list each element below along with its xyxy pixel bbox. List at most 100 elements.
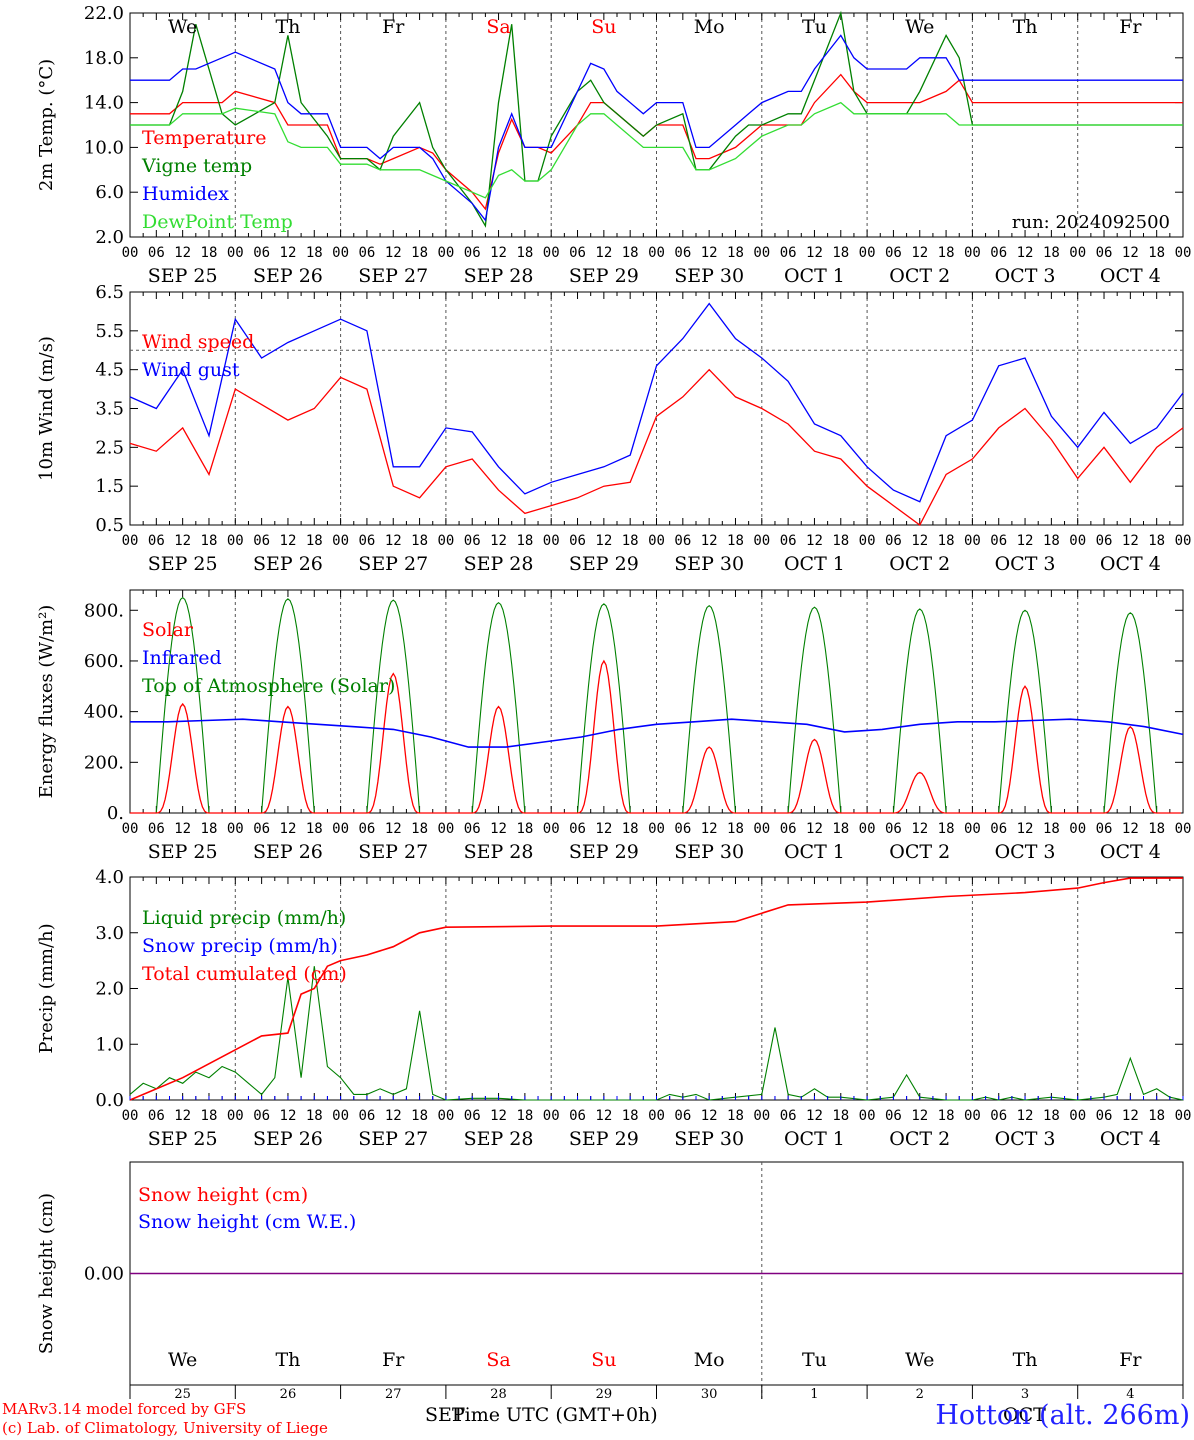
panel-2-ylabel-2.5: 2.5 [95,437,124,458]
panel-4-hour-8-12: 12 [1017,1108,1034,1124]
weekday-top-4: Su [591,16,616,38]
run-label: run: 2024092500 [1012,212,1170,233]
panel-3-hour-1-06: 06 [253,821,270,837]
panel-5-ylabel: Snow height (cm) [36,1193,57,1354]
panel-3-ylabel: Energy fluxes (W/m²) [36,605,57,799]
panel-3-ylabel-200.: 200. [84,752,124,773]
panel-1-date-9: OCT 4 [1100,265,1161,287]
day-number-9: 4 [1126,1387,1134,1402]
legend-liquid-precip-mm-h-: Liquid precip (mm/h) [142,907,346,929]
panel-4-date-1: SEP 26 [253,1128,323,1150]
panel-3-date-8: OCT 3 [995,841,1056,863]
panel-3-ylabel-400.: 400. [84,702,124,723]
panel-1-hour-4-06: 06 [569,245,586,261]
panel-3-hour-9-06: 06 [1096,821,1113,837]
panel-1-hour-3-06: 06 [464,245,481,261]
weekday-bottom-7: We [905,1349,934,1371]
legend-solar: Solar [142,619,194,641]
weekday-bottom-0: We [168,1349,197,1371]
panel-5-ylabel-0: 0.00 [84,1264,124,1285]
panel-4-hour-6-00: 00 [753,1108,770,1124]
panel-2-hour-3-00: 00 [437,533,454,549]
panel-1-hour-5-18: 18 [727,245,744,261]
panel-3-hour-0-06: 06 [148,821,165,837]
panel-1-hour-end: 00 [1175,245,1192,261]
panel-2-hour-1-12: 12 [280,533,297,549]
panel-3-hour-1-12: 12 [280,821,297,837]
series-total-cumulated [129,877,1183,1101]
panel-2-hour-6-06: 06 [780,533,797,549]
panel-3-hour-0-18: 18 [201,821,218,837]
panel-4-hour-2-18: 18 [411,1108,428,1124]
panel-2-date-5: SEP 30 [674,553,744,575]
panel-2-hour-4-00: 00 [543,533,560,549]
panel-2-hour-4-06: 06 [569,533,586,549]
panel-2-hour-6-00: 00 [753,533,770,549]
panel-3-ylabel-600.: 600. [84,651,124,672]
panel-1-hour-0-06: 06 [148,245,165,261]
panel-4-hour-5-06: 06 [674,1108,691,1124]
panel-1-date-6: OCT 1 [784,265,845,287]
panel-3-hour-9-00: 00 [1069,821,1086,837]
panel-4-ylabel-3.0: 3.0 [95,923,124,944]
panel-1-hour-9-06: 06 [1096,245,1113,261]
panel-1-hour-7-00: 00 [859,245,876,261]
panel-4-hour-3-00: 00 [437,1108,454,1124]
panel-4-date-3: SEP 28 [464,1128,534,1150]
panel-1-hour-7-12: 12 [911,245,928,261]
panel-4-date-6: OCT 1 [784,1128,845,1150]
panel-3-hour-4-06: 06 [569,821,586,837]
panel-2-hour-4-18: 18 [622,533,639,549]
panel-2-hour-8-18: 18 [1043,533,1060,549]
legend-wind-speed: Wind speed [142,331,254,353]
weekday-bottom-8: Th [1013,1349,1038,1371]
panel-1-hour-2-00: 00 [332,245,349,261]
legend-humidex: Humidex [142,183,229,205]
series-humidex [130,34,1183,222]
series-dewpoint-temp [130,101,1183,199]
footer-lab-text: (c) Lab. of Climatology, University of L… [2,1419,328,1437]
panel-4-hour-7-06: 06 [885,1108,902,1124]
panel-2-date-6: OCT 1 [784,553,845,575]
panel-3-hour-4-12: 12 [595,821,612,837]
panel-4-hour-3-06: 06 [464,1108,481,1124]
panel-4-hour-0-06: 06 [148,1108,165,1124]
panel-3-date-5: SEP 30 [674,841,744,863]
panel-1-hour-9-00: 00 [1069,245,1086,261]
panel-1-hour-5-12: 12 [701,245,718,261]
day-number-0: 25 [174,1387,191,1402]
panel-4-hour-5-18: 18 [727,1108,744,1124]
panel-3-frame [129,589,1184,814]
panel-1-hour-4-12: 12 [595,245,612,261]
weekday-top-7: We [905,16,934,38]
panel-1-date-2: SEP 27 [358,265,428,287]
panel-4-hour-7-00: 00 [859,1108,876,1124]
panel-4-hour-1-18: 18 [306,1108,323,1124]
panel-2-hour-1-00: 00 [227,533,244,549]
panel-3-hour-7-06: 06 [885,821,902,837]
panel-4-date-2: SEP 27 [358,1128,428,1150]
panel-2-date-9: OCT 4 [1100,553,1161,575]
day-number-1: 26 [280,1387,297,1402]
panel-3-date-3: SEP 28 [464,841,534,863]
panel-1-date-4: SEP 29 [569,265,639,287]
panel-3-hour-7-00: 00 [859,821,876,837]
panel-2-hour-9-06: 06 [1096,533,1113,549]
panel-3-hour-3-06: 06 [464,821,481,837]
panel-2-ylabel-0.5: 0.5 [95,515,124,536]
panel-2-ylabel-3.5: 3.5 [95,399,124,420]
panel-3-hour-1-00: 00 [227,821,244,837]
panel-4-hour-0-00: 00 [122,1108,139,1124]
panel-4-date-0: SEP 25 [148,1128,218,1150]
panel-3-hour-0-00: 00 [122,821,139,837]
panel-2-date-2: SEP 27 [358,553,428,575]
panel-4-date-9: OCT 4 [1100,1128,1161,1150]
panel-2-hour-8-12: 12 [1017,533,1034,549]
panel-3-hour-8-00: 00 [964,821,981,837]
weekday-top-8: Th [1013,16,1038,38]
panel-4-hour-2-12: 12 [385,1108,402,1124]
panel-1-hour-7-06: 06 [885,245,902,261]
panel-1-hour-7-18: 18 [938,245,955,261]
panel-2-hour-9-12: 12 [1122,533,1139,549]
panel-3-hour-3-12: 12 [490,821,507,837]
